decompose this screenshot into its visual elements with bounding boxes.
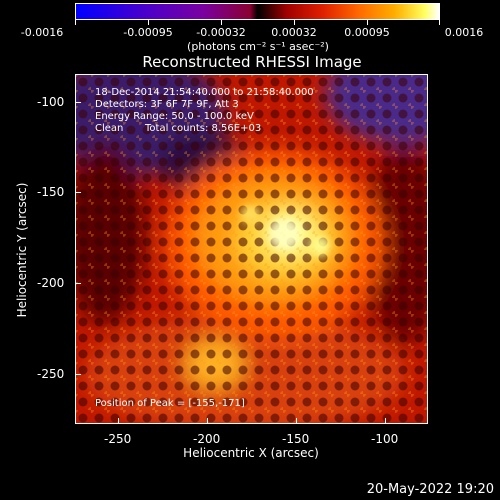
- y-tick-label: -200: [37, 276, 65, 290]
- y-tick: [75, 374, 81, 375]
- colorbar-tick: [148, 20, 149, 25]
- colorbar-tick-label: -0.0016: [20, 26, 64, 39]
- colorbar-tick-label: 0.00095: [344, 26, 390, 39]
- colorbar-tick: [367, 20, 368, 25]
- colorbar-tick: [75, 20, 76, 25]
- info-detectors: Detectors: 3F 6F 7F 9F, Att 3: [95, 99, 239, 110]
- y-tick: [75, 192, 81, 193]
- x-tick: [207, 418, 208, 424]
- colorbar-tick: [439, 20, 440, 25]
- colorbar-units: (photons cm⁻² s⁻¹ asec⁻²): [187, 40, 329, 53]
- colorbar: [75, 3, 440, 20]
- info-time-range: 18-Dec-2014 21:54:40.000 to 21:58:40.000: [95, 87, 314, 98]
- x-tick: [118, 418, 119, 424]
- colorbar-tick-label: 0.00032: [271, 26, 317, 39]
- info-clean: Clean: [95, 123, 124, 134]
- y-tick-label: -250: [37, 367, 65, 381]
- colorbar-tick-label: 0.0016: [444, 26, 484, 39]
- solar-image: [75, 74, 428, 424]
- x-tick-label: -150: [282, 432, 310, 446]
- y-tick: [75, 102, 81, 103]
- timestamp: 20-May-2022 19:20: [366, 482, 494, 497]
- x-tick: [385, 418, 386, 424]
- y-axis-label: Heliocentric Y (arcsec): [15, 182, 29, 318]
- x-tick-label: -250: [104, 432, 132, 446]
- x-axis-label: Heliocentric X (arcsec): [183, 446, 319, 460]
- y-tick-label: -150: [37, 185, 65, 199]
- plot-frame: [75, 74, 428, 424]
- info-energy: Energy Range: 50.0 - 100.0 keV: [95, 111, 254, 122]
- y-tick-label: -100: [37, 95, 65, 109]
- y-tick: [75, 283, 81, 284]
- x-tick: [296, 418, 297, 424]
- peak-position: Position of Peak = [-155,-171]: [95, 398, 245, 409]
- colorbar-tick-label: -0.00095: [123, 26, 173, 39]
- colorbar-tick: [221, 20, 222, 25]
- colorbar-tick-label: -0.00032: [196, 26, 246, 39]
- colorbar-tick: [294, 20, 295, 25]
- plot-title: Reconstructed RHESSI Image: [142, 53, 362, 71]
- x-tick-label: -100: [371, 432, 399, 446]
- x-tick-label: -200: [193, 432, 221, 446]
- info-counts: Total counts: 8.56E+03: [145, 123, 262, 134]
